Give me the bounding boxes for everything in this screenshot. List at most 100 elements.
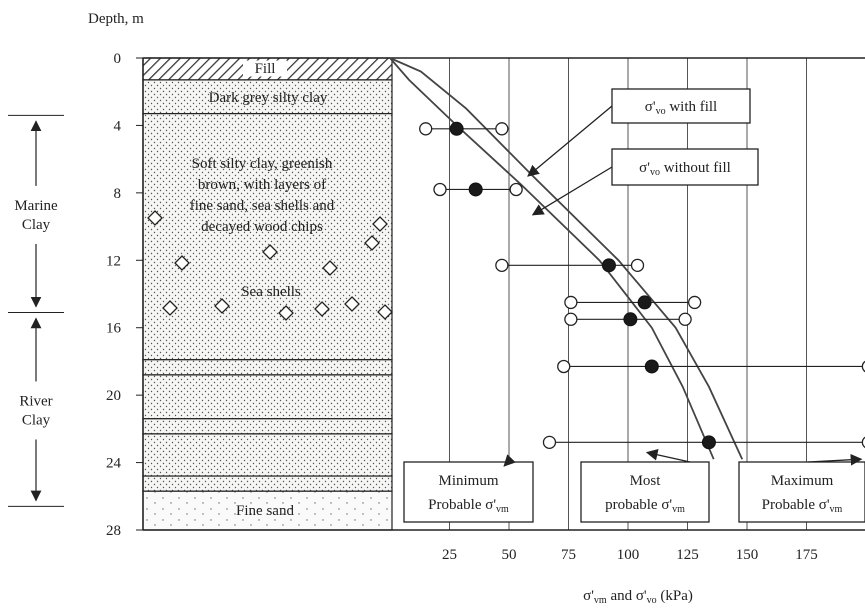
annotation-sub-most: vm — [672, 504, 685, 515]
min-point-4 — [564, 312, 578, 326]
annotation-arrow-minimum — [503, 454, 516, 467]
probable-point-3 — [637, 295, 652, 310]
zone-label-1: River Clay — [19, 393, 52, 428]
probable-point-4 — [623, 312, 638, 327]
stress-axis: 25 50 75 100 125 150 175 — [442, 547, 818, 563]
min-point-1 — [433, 182, 447, 197]
probable-point-5 — [644, 359, 659, 374]
annotation-sub-with-fill: vo — [656, 106, 666, 117]
annotation-box-maximum — [738, 461, 865, 523]
probable-point-0 — [449, 121, 464, 136]
max-point-6 — [861, 436, 865, 449]
soil-layer-8 — [142, 490, 393, 531]
annotation-text-with-fill: σ'vo with fill — [645, 99, 717, 117]
x-tick-label-25: 25 — [442, 547, 457, 563]
annotation-suffix-with-fill: with fill — [666, 99, 718, 115]
layer-label-fill: Fill — [255, 61, 276, 77]
annotation-line2-maximum: Probable σ'vm — [762, 497, 843, 515]
soil-layer-1 — [142, 79, 393, 115]
sea-shell-11 — [377, 304, 393, 320]
sea-shell-4 — [372, 216, 388, 232]
x-tick-label-150: 150 — [736, 547, 759, 563]
min-point-0 — [419, 122, 433, 136]
x-axis-label: σ'vm and σ'vo (kPa) — [583, 588, 693, 606]
y-tick-label-16: 16 — [106, 321, 122, 337]
y-axis-label: Depth, m — [88, 11, 144, 27]
annotation-line1-minimum: Minimum — [438, 473, 498, 489]
annotation-arrow-with-fill — [527, 105, 613, 177]
max-point-5 — [861, 360, 865, 373]
soil-layer-4 — [142, 374, 393, 420]
min-point-2 — [495, 258, 509, 272]
annotation-box-without-fill — [611, 148, 759, 186]
max-point-3 — [687, 295, 702, 310]
x-tick-label-75: 75 — [561, 547, 576, 563]
soil-layer-5 — [142, 418, 393, 435]
max-point-1 — [509, 182, 523, 197]
max-point-2 — [630, 258, 645, 272]
clay-zones: Marine Clay River Clay — [8, 114, 64, 507]
layer-label-soft-silty-clay: Soft silty clay, greenish brown, with lay… — [190, 156, 335, 235]
min-point-5 — [557, 359, 571, 374]
soft-silty-clay-line-3: decayed wood chips — [201, 219, 323, 235]
annotation-line1-maximum: Maximum — [771, 473, 834, 489]
soft-silty-clay-line-0: Soft silty clay, greenish — [192, 156, 333, 172]
annotation-base-without-fill: σ' — [639, 160, 650, 176]
annotation-base-with-fill: σ' — [645, 99, 656, 115]
annotation-arrow-most — [645, 449, 691, 463]
zone-label-0-line-1: Clay — [22, 217, 51, 233]
probable-point-6 — [701, 435, 716, 450]
y-tick-label-12: 12 — [106, 253, 121, 269]
annotation-sub-maximum: vm — [830, 504, 843, 515]
depth-axis: 0 4 8 12 16 20 24 28 — [106, 51, 865, 539]
annotation-suffix-without-fill: without fill — [660, 160, 731, 176]
zone-label-0: Marine Clay — [14, 198, 58, 233]
stress-line-1 — [389, 57, 715, 460]
probable-point-1 — [468, 182, 483, 197]
annotation-sub-minimum: vm — [496, 504, 509, 515]
annotation-box-with-fill — [611, 88, 751, 124]
sea-shell-6 — [162, 300, 178, 316]
annotation-text-without-fill: σ'vo without fill — [639, 160, 731, 178]
y-tick-label-0: 0 — [114, 51, 122, 67]
x-gridlines — [449, 58, 807, 530]
layer-label-dark-grey-silty-clay: Dark grey silty clay — [209, 90, 328, 106]
layer-label-fine-sand: Fine sand — [236, 503, 294, 519]
min-point-3 — [564, 295, 578, 310]
y-tick-label-24: 24 — [106, 456, 122, 472]
soil-column: Fill Dark grey silty clay Soft silty clay,… — [142, 57, 393, 531]
y-tick-label-20: 20 — [106, 388, 121, 404]
soft-silty-clay-line-1: brown, with layers of — [198, 177, 326, 193]
sea-shell-8 — [278, 305, 294, 321]
stress-line-0 — [389, 57, 744, 460]
stress-lines — [389, 57, 744, 460]
y-tick-label-8: 8 — [114, 186, 122, 202]
sea-shell-2 — [262, 244, 278, 260]
x-tick-label-100: 100 — [617, 547, 640, 563]
soil-layer-2 — [142, 113, 393, 361]
sea-shell-5 — [364, 235, 380, 251]
y-tick-label-28: 28 — [106, 523, 121, 539]
zone-label-0-line-0: Marine — [14, 198, 58, 214]
zone-label-1-line-1: Clay — [22, 412, 51, 428]
annotation-base-maximum: Probable σ' — [762, 497, 830, 513]
annotation-line2-minimum: Probable σ'vm — [428, 497, 509, 515]
min-point-6 — [542, 435, 557, 449]
y-tick-label-4: 4 — [114, 118, 122, 134]
max-point-0 — [495, 122, 509, 136]
sea-shell-0 — [147, 210, 163, 226]
zone-label-1-line-0: River — [19, 393, 52, 409]
annotation-box-minimum — [403, 461, 534, 523]
annotation-line2-most: probable σ'vm — [605, 497, 685, 515]
soil-layer-3 — [142, 359, 393, 376]
soil-layer-6 — [142, 433, 393, 477]
sea-shell-3 — [322, 260, 338, 276]
probable-point-2 — [601, 258, 616, 273]
x-tick-label-175: 175 — [795, 547, 818, 563]
annotation-base-minimum: Probable σ' — [428, 497, 496, 513]
annotation-sub-without-fill: vo — [650, 167, 660, 178]
max-point-4 — [678, 312, 692, 326]
annotation-box-most — [580, 461, 710, 523]
